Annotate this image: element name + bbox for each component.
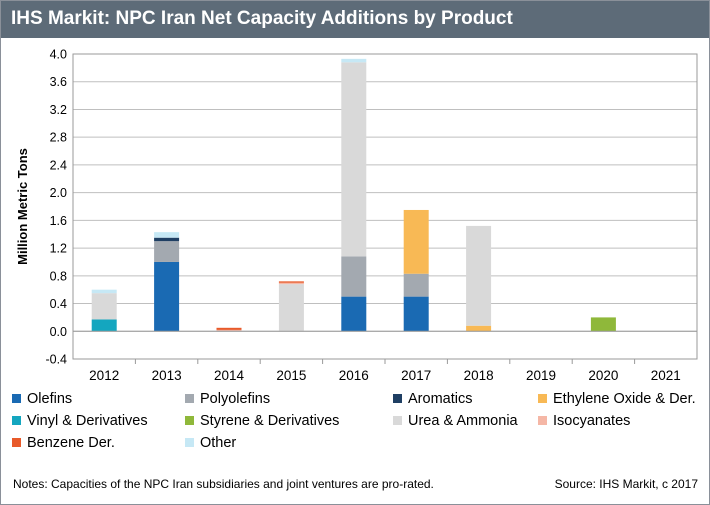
legend-label: Ethylene Oxide & Der. (553, 391, 696, 407)
legend-item: Olefins (12, 391, 72, 407)
legend-swatch (185, 415, 194, 425)
y-tick-label: 1.2 (50, 242, 67, 256)
bar-segment (466, 325, 492, 332)
legend-label: Urea & Ammonia (408, 413, 518, 429)
y-tick-label: 1.6 (50, 214, 67, 228)
legend-item: Benzene Der. (12, 435, 115, 451)
legend-label: Polyolefins (200, 391, 271, 407)
legend-swatch (12, 393, 21, 403)
legend-label: Vinyl & Derivatives (27, 413, 148, 429)
bar-segment (278, 284, 304, 332)
y-tick-label: -0.4 (45, 353, 67, 367)
bar-segment (466, 225, 492, 326)
y-tick-label: 0.0 (50, 325, 67, 339)
bar-segment (154, 237, 180, 242)
legend-swatch (12, 437, 21, 447)
bar-segment (91, 293, 117, 320)
bar-segment (216, 327, 242, 330)
legend-item: Other (185, 435, 236, 451)
legend-item: Polyolefins (185, 391, 270, 407)
legend-label: Aromatics (408, 391, 473, 407)
x-tick-label: 2018 (464, 368, 494, 383)
bar-segment (403, 296, 429, 332)
y-axis-label: Million Metric Tons (15, 148, 30, 265)
bar-segment (341, 58, 367, 63)
legend-swatch (12, 415, 21, 425)
legend-label: Other (200, 435, 237, 451)
chart-source: Source: IHS Markit, c 2017 (554, 477, 698, 491)
bar-segment (278, 282, 304, 285)
bar-segment (590, 317, 616, 332)
x-tick-label: 2019 (526, 368, 556, 383)
bar-segment (403, 273, 429, 297)
chart-notes: Notes: Capacities of the NPC Iran subsid… (13, 477, 434, 491)
x-tick-label: 2016 (339, 368, 369, 383)
legend-label: Styrene & Derivatives (200, 413, 340, 429)
x-tick-label: 2020 (588, 368, 618, 383)
x-tick-label: 2013 (152, 368, 182, 383)
y-tick-label: 4.0 (50, 48, 67, 62)
legend-swatch (393, 393, 402, 403)
bar-segment (154, 232, 180, 238)
title-bar: IHS Markit: NPC Iran Net Capacity Additi… (1, 1, 709, 38)
legend-item: Styrene & Derivatives (185, 413, 339, 429)
legend-swatch (185, 393, 194, 403)
bar-segment (154, 241, 180, 262)
bar-segment (278, 281, 304, 283)
legend-swatch (538, 393, 547, 403)
y-tick-label: 2.8 (50, 131, 67, 145)
legend-item: Vinyl & Derivatives (12, 413, 148, 429)
legend-swatch (185, 437, 194, 447)
legend-swatch (538, 415, 547, 425)
x-tick-label: 2021 (651, 368, 681, 383)
legend-item: Ethylene Oxide & Der. (538, 391, 696, 407)
y-tick-label: 2.4 (50, 158, 67, 172)
y-tick-label: 3.6 (50, 75, 67, 89)
bar-segment (91, 319, 117, 332)
legend-label: Isocyanates (553, 413, 631, 429)
bar-segment (341, 256, 367, 297)
y-tick-label: 0.8 (50, 269, 67, 283)
y-tick-label: 2.0 (50, 186, 67, 200)
bar-segment (154, 261, 180, 332)
legend-item: Urea & Ammonia (393, 413, 518, 429)
legend-label: Olefins (27, 391, 73, 407)
chart-title: IHS Markit: NPC Iran Net Capacity Additi… (11, 8, 513, 29)
legend-item: Aromatics (393, 391, 472, 407)
y-tick-label: 3.2 (50, 103, 67, 117)
legend-label: Benzene Der. (27, 435, 115, 451)
bar-segment (403, 209, 429, 274)
bar-segment (216, 329, 242, 332)
x-tick-label: 2014 (214, 368, 245, 383)
x-tick-label: 2015 (276, 368, 306, 383)
x-tick-label: 2012 (89, 368, 119, 383)
bar-segment (341, 296, 367, 332)
bar-segment (91, 289, 117, 294)
x-tick-label: 2017 (401, 368, 431, 383)
legend-swatch (393, 415, 402, 425)
bar-segment (341, 62, 367, 257)
legend-item: Isocyanates (538, 413, 630, 429)
y-tick-label: 0.4 (50, 297, 67, 311)
